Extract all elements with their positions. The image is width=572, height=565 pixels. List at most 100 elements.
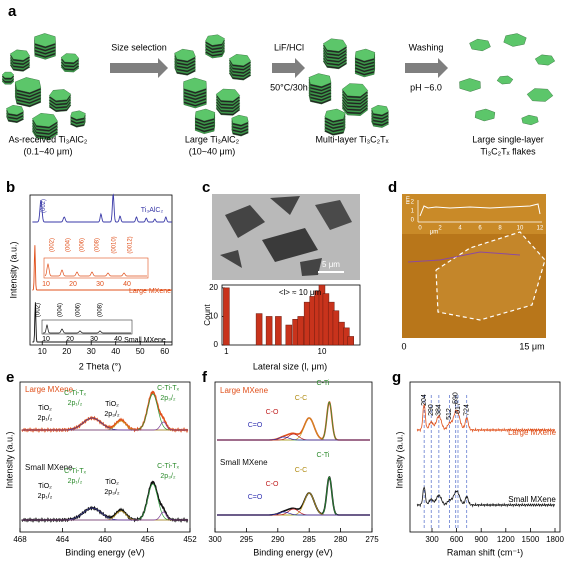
spectrum-curve: [44, 262, 147, 277]
flake: [354, 48, 376, 62]
flake: [231, 114, 249, 126]
peak-label: (002): [41, 199, 47, 213]
inset-tick-label: 10: [42, 336, 50, 343]
peak-label: 2p₁/₂: [38, 493, 53, 500]
x-tick-label: 468: [13, 535, 27, 544]
peak-label: C-Ti-Tₓ: [64, 390, 87, 397]
y-tick-label: 0: [214, 340, 219, 349]
axis-label: 15 μm: [519, 341, 544, 351]
axis-unit: μm: [430, 230, 438, 236]
flake: [300, 258, 322, 276]
peak-label: 2p₃/₂: [160, 473, 176, 480]
x-tick-label: 300: [425, 535, 439, 544]
spectrum-curve: [217, 433, 370, 441]
inset-tick-label: 40: [123, 281, 131, 288]
series-label: Ti₃AlC₂: [141, 207, 164, 214]
flake: [371, 104, 389, 116]
y-axis-label: Intensity (a.u.): [8, 241, 18, 298]
x-tick-label: 6: [478, 226, 482, 232]
x-tick-label: 300: [208, 535, 222, 544]
scale-bar-label: 5 μm: [322, 260, 340, 269]
series-label: Large MXene: [508, 428, 557, 437]
histogram-bar: [297, 316, 305, 346]
histogram-bar: [223, 287, 230, 346]
x-tick-label: 280: [334, 535, 348, 544]
x-tick-label: 285: [303, 535, 317, 544]
peak-label: (006): [76, 303, 82, 317]
flake: [174, 48, 196, 62]
y-tick-label: 20: [209, 283, 218, 292]
x-tick-label: 30: [87, 347, 96, 356]
flake: [534, 54, 556, 66]
peak-label: C-O: [266, 409, 279, 416]
spectrum-curve: [217, 436, 370, 441]
flake: [341, 83, 369, 97]
panel-label: d: [388, 179, 397, 196]
flake: [503, 33, 527, 47]
x-tick-label: 0: [418, 226, 422, 232]
panel-label: e: [6, 369, 14, 386]
spectrum-curve: [416, 402, 556, 433]
x-tick-label: 456: [141, 535, 155, 544]
peak-label: 384: [436, 404, 443, 416]
histogram-bar: [303, 301, 311, 346]
peak-label: 617: [455, 402, 462, 414]
inset-tick-label: 40: [114, 336, 122, 343]
panel-label: c: [202, 179, 210, 196]
scale-bar: [318, 271, 344, 273]
caption: Large Ti₃AlC₂: [185, 134, 240, 144]
arrow-label: LiF/HCl: [274, 42, 304, 52]
series-label: Small MXene: [25, 463, 73, 472]
spectrum-curve: [22, 421, 188, 431]
x-tick-label: 20: [62, 347, 71, 356]
flake: [526, 88, 554, 102]
flake: [220, 250, 242, 268]
arrow: [405, 58, 448, 78]
inset-frame: [41, 319, 133, 335]
panel-label: f: [202, 369, 208, 386]
peak-label: C-Ti-Tₓ: [157, 463, 180, 470]
caption: (10~40 μm): [189, 146, 235, 156]
annotation: <l> ≈ 10 μm: [279, 288, 322, 297]
peak-label: C-C: [295, 467, 307, 474]
flake: [270, 196, 300, 215]
peak-label: (008): [98, 303, 104, 317]
peak-label: 2p₃/₂: [160, 395, 176, 402]
peak-label: (004): [66, 238, 72, 252]
peak-label: C-C: [295, 395, 307, 402]
inset-tick-label: 20: [66, 336, 74, 343]
flake: [60, 53, 80, 63]
x-tick-label: 295: [240, 535, 254, 544]
flake-region: [436, 232, 545, 320]
x-axis-label: 2 Theta (°): [79, 361, 121, 371]
x-tick-label: 900: [475, 535, 489, 544]
peak-label: 2p₁/₂: [68, 400, 83, 407]
axes-frame: [409, 381, 561, 533]
series-label: Large MXene: [220, 386, 269, 395]
spectrum-curve: [217, 417, 370, 441]
x-tick-label: 1500: [522, 535, 540, 544]
peak-label: (006): [80, 238, 86, 252]
peak-label: TiO₂: [38, 405, 52, 412]
spectrum-curve: [32, 245, 172, 291]
flake: [215, 88, 241, 102]
arrow: [110, 58, 168, 78]
flake: [205, 34, 225, 46]
flake-outline: [435, 231, 546, 321]
spectrum-curve: [217, 508, 370, 516]
x-tick-label: 10: [318, 347, 327, 356]
flake: [1, 71, 15, 79]
peak-label: TiO₂: [38, 483, 52, 490]
peak-label: 2p₁/₂: [38, 415, 53, 422]
y-tick-label: 10: [209, 312, 218, 321]
spectrum-curve: [217, 511, 370, 516]
height-profile: [419, 203, 541, 217]
series-label: Small MXene: [124, 337, 166, 344]
peak-label: 290: [428, 404, 435, 416]
caption: Multi-layer Ti₃C₂Tₓ: [315, 134, 388, 144]
series-label: Small MXene: [220, 458, 268, 467]
peak-label: C=O: [248, 422, 263, 429]
inset-frame: [43, 257, 149, 279]
peak-label: C-Ti-Tₓ: [64, 468, 87, 475]
x-tick-label: 10: [38, 347, 47, 356]
